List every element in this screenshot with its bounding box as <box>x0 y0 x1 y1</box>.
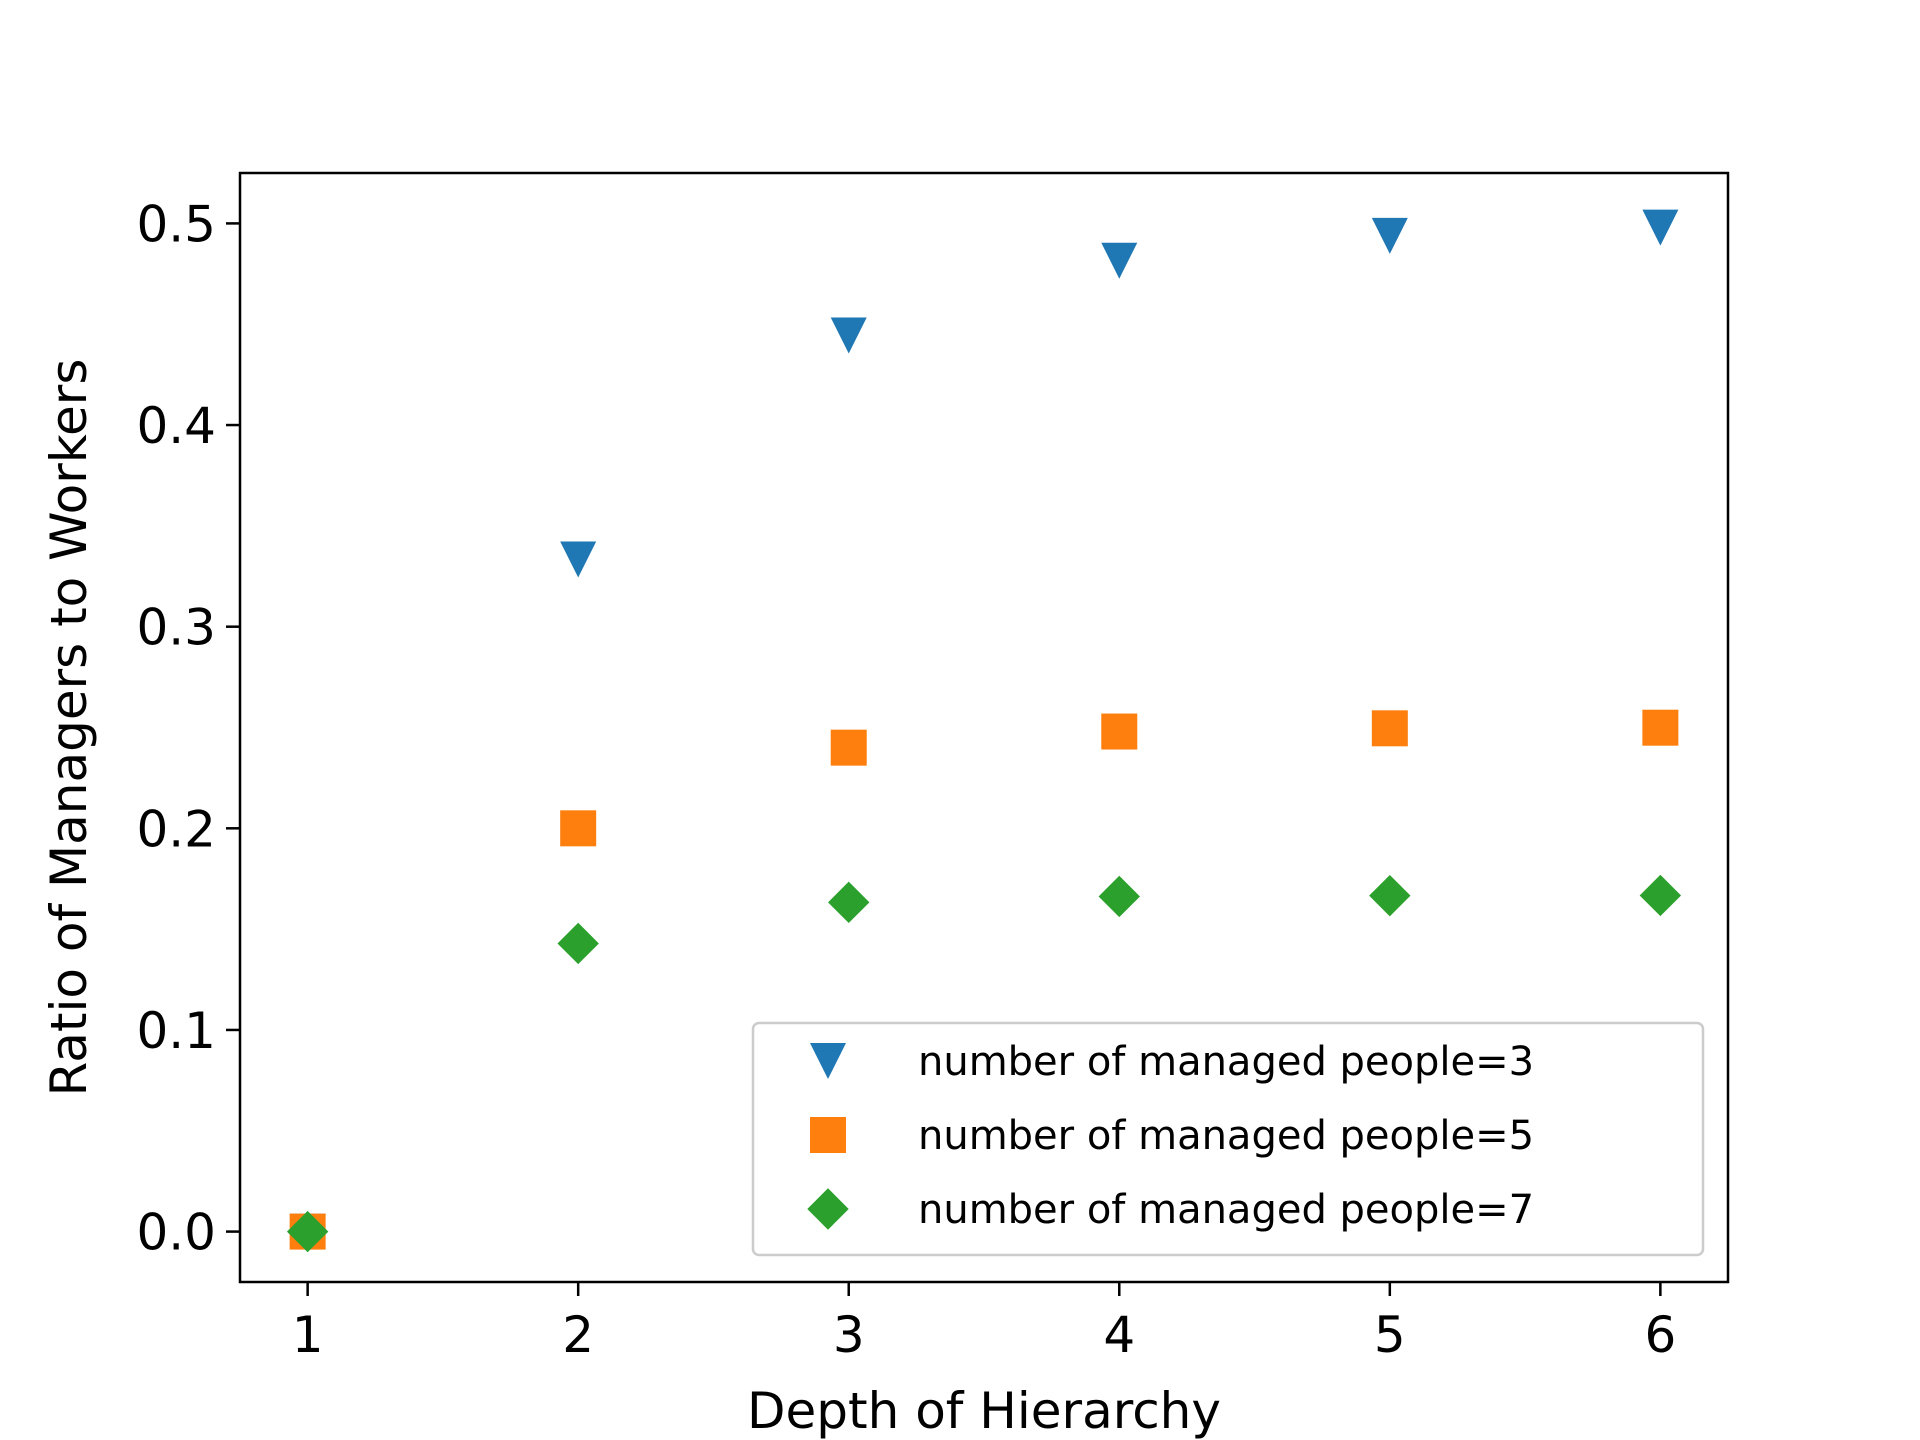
y-tick-label: 0.3 <box>136 599 216 657</box>
y-tick-label: 0.0 <box>136 1204 216 1262</box>
plot-area-frame <box>238 171 1730 1284</box>
data-point <box>1642 709 1679 746</box>
legend-label: number of managed people=5 <box>918 1113 1534 1159</box>
data-point <box>557 922 599 965</box>
y-tick-label: 0.1 <box>136 1002 216 1060</box>
legend-marker <box>807 1188 849 1230</box>
data-point <box>1098 875 1140 918</box>
x-tick-label: 6 <box>1644 1306 1676 1364</box>
data-point <box>1101 242 1138 279</box>
x-tick-label: 5 <box>1374 1306 1406 1364</box>
data-point <box>830 317 867 354</box>
legend-label: number of managed people=3 <box>918 1039 1534 1085</box>
y-axis-label: Ratio of Managers to Workers <box>40 359 98 1097</box>
data-point <box>1101 713 1138 750</box>
y-tick-label: 0.2 <box>136 800 216 858</box>
data-point <box>828 881 870 924</box>
data-point <box>1369 874 1411 917</box>
data-point <box>560 541 597 578</box>
x-axis-ticks: 1 2 3 4 5 6 <box>292 1282 1676 1364</box>
x-tick-label: 3 <box>833 1306 865 1364</box>
legend: number of managed people=3 number of mana… <box>751 1021 1705 1257</box>
data-markers <box>286 209 1682 1253</box>
data-point <box>1371 710 1408 747</box>
legend-marker <box>810 1043 846 1079</box>
x-axis-label: Depth of Hierarchy <box>747 1382 1221 1440</box>
legend-label: number of managed people=7 <box>918 1187 1534 1233</box>
data-point <box>1371 217 1408 254</box>
legend-frame <box>751 1021 1705 1257</box>
data-point <box>830 729 867 766</box>
data-point <box>286 1210 329 1253</box>
x-tick-label: 4 <box>1103 1306 1135 1364</box>
legend-marker <box>810 1117 846 1153</box>
y-tick-label: 0.4 <box>136 397 216 455</box>
data-point <box>1642 209 1679 246</box>
x-tick-label: 2 <box>562 1306 594 1364</box>
data-point <box>560 810 597 847</box>
y-axis-ticks: 0.0 0.1 0.2 0.3 0.4 0.5 <box>136 195 240 1262</box>
data-point <box>1639 874 1682 917</box>
x-tick-label: 1 <box>292 1306 324 1364</box>
y-tick-label: 0.5 <box>136 195 216 253</box>
